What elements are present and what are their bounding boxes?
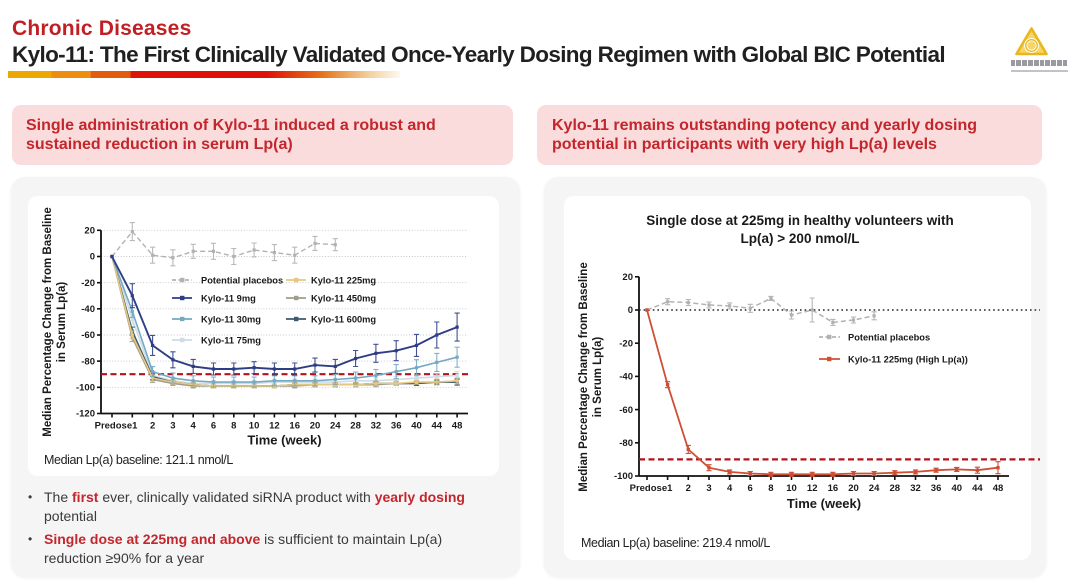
svg-text:24: 24 (869, 483, 880, 494)
svg-text:20: 20 (84, 226, 95, 237)
svg-text:Kylo-11 600mg: Kylo-11 600mg (311, 315, 376, 325)
svg-text:Median Percentage Change from: Median Percentage Change from Baseline (578, 262, 590, 491)
svg-text:Kylo-11 30mg: Kylo-11 30mg (201, 315, 261, 325)
svg-text:Kylo-11 225mg (High Lp(a)): Kylo-11 225mg (High Lp(a)) (848, 355, 968, 365)
svg-text:Predose1: Predose1 (630, 483, 673, 494)
svg-text:-60: -60 (619, 405, 633, 416)
svg-text:-20: -20 (619, 338, 633, 349)
svg-text:40: 40 (952, 483, 963, 494)
svg-text:28: 28 (890, 483, 901, 494)
svg-text:-40: -40 (619, 372, 633, 383)
svg-text:16: 16 (828, 483, 839, 494)
svg-text:16: 16 (289, 421, 300, 432)
svg-text:48: 48 (993, 483, 1004, 494)
svg-text:Kylo-11 9mg: Kylo-11 9mg (201, 294, 256, 304)
svg-text:32: 32 (910, 483, 921, 494)
svg-text:0: 0 (90, 252, 95, 263)
svg-text:12: 12 (269, 421, 280, 432)
svg-text:in Serum Lp(a): in Serum Lp(a) (56, 282, 68, 363)
svg-text:24: 24 (330, 421, 341, 432)
svg-text:Lp(a) > 200 nmol/L: Lp(a) > 200 nmol/L (741, 231, 860, 246)
svg-text:Kylo-11 450mg: Kylo-11 450mg (311, 294, 376, 304)
svg-text:-100: -100 (76, 383, 95, 394)
svg-text:Single dose at 225mg in health: Single dose at 225mg in healthy voluntee… (646, 213, 954, 228)
svg-text:-40: -40 (81, 304, 95, 315)
svg-text:8: 8 (768, 483, 773, 494)
svg-text:20: 20 (310, 421, 321, 432)
svg-text:-60: -60 (81, 330, 95, 341)
svg-text:-120: -120 (76, 409, 95, 420)
svg-text:Time (week): Time (week) (787, 496, 861, 511)
svg-text:-20: -20 (81, 278, 95, 289)
svg-text:Kylo-11 75mg: Kylo-11 75mg (201, 336, 261, 346)
svg-text:Median Lp(a) baseline: 121.1 n: Median Lp(a) baseline: 121.1 nmol/L (44, 453, 233, 467)
svg-text:Kylo-11 225mg: Kylo-11 225mg (311, 276, 376, 286)
svg-text:Predose1: Predose1 (95, 421, 138, 432)
svg-text:4: 4 (191, 421, 197, 432)
svg-text:28: 28 (350, 421, 361, 432)
svg-text:36: 36 (391, 421, 402, 432)
svg-text:2: 2 (150, 421, 155, 432)
svg-text:44: 44 (432, 421, 443, 432)
svg-text:20: 20 (622, 272, 633, 283)
svg-text:48: 48 (452, 421, 463, 432)
svg-text:-80: -80 (619, 438, 633, 449)
svg-text:-100: -100 (614, 471, 633, 482)
svg-text:3: 3 (706, 483, 711, 494)
svg-text:8: 8 (231, 421, 236, 432)
svg-text:Potential placebos: Potential placebos (201, 276, 283, 286)
svg-text:0: 0 (628, 305, 633, 316)
svg-text:6: 6 (748, 483, 753, 494)
svg-text:40: 40 (411, 421, 422, 432)
svg-text:36: 36 (931, 483, 942, 494)
svg-text:-80: -80 (81, 356, 95, 367)
svg-text:Potential placebos: Potential placebos (848, 333, 930, 343)
svg-text:in Serum Lp(a): in Serum Lp(a) (592, 337, 604, 418)
svg-text:12: 12 (807, 483, 818, 494)
svg-text:3: 3 (170, 421, 175, 432)
svg-text:2: 2 (686, 483, 691, 494)
svg-text:20: 20 (848, 483, 859, 494)
svg-text:Median Percentage Change from: Median Percentage Change from Baseline (42, 207, 54, 436)
svg-text:32: 32 (371, 421, 382, 432)
svg-text:6: 6 (211, 421, 216, 432)
svg-text:4: 4 (727, 483, 733, 494)
svg-text:10: 10 (249, 421, 260, 432)
svg-text:Time (week): Time (week) (247, 433, 321, 448)
svg-text:10: 10 (786, 483, 797, 494)
svg-text:44: 44 (972, 483, 983, 494)
svg-text:Median Lp(a) baseline: 219.4 n: Median Lp(a) baseline: 219.4 nmol/L (581, 536, 770, 550)
